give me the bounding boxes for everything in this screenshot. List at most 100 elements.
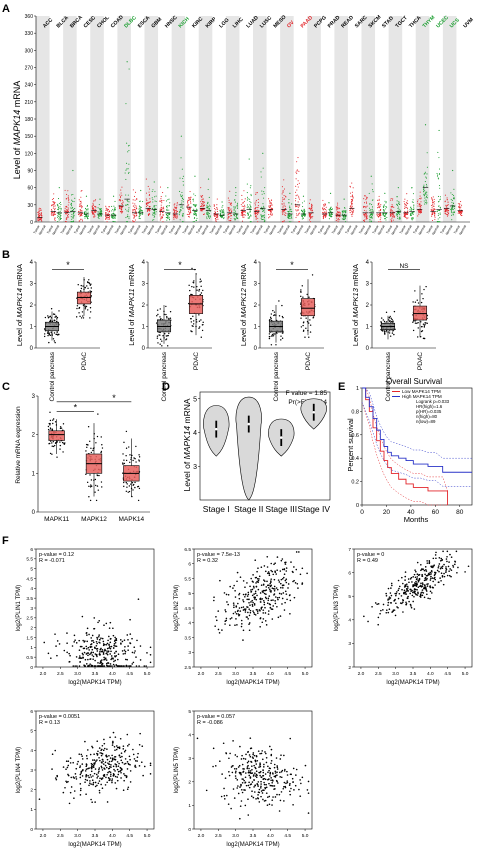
- tumor-point: [65, 221, 67, 223]
- tumor-point: [458, 211, 460, 213]
- scatter-point: [273, 593, 276, 595]
- normal-point: [399, 218, 401, 220]
- scatter-point: [387, 604, 389, 606]
- normal-point: [112, 195, 115, 197]
- scatter-point: [127, 638, 129, 641]
- panel-b-point: [281, 337, 284, 339]
- tumor-point: [390, 205, 392, 208]
- tumor-point: [362, 205, 365, 207]
- panel-f-ytick-label: 3.5: [184, 635, 191, 641]
- panel-a-xtick-label: Normal: [201, 224, 210, 235]
- tumor-point: [322, 204, 325, 206]
- ylabel-suffix: mRNA: [127, 264, 136, 288]
- scatter-point: [273, 563, 275, 566]
- tumor-point: [380, 221, 382, 223]
- scatter-point: [103, 775, 106, 777]
- tumor-point: [230, 218, 232, 220]
- normal-point: [58, 219, 60, 221]
- scatter-point: [100, 647, 102, 650]
- scatter-point: [250, 589, 252, 591]
- tumor-point: [189, 209, 191, 211]
- panel-c-point: [62, 451, 64, 453]
- tumor-point: [324, 204, 327, 206]
- normal-point: [192, 200, 194, 202]
- tumor-point: [121, 199, 123, 201]
- normal-point: [451, 201, 453, 203]
- tumor-point: [460, 201, 462, 203]
- tumor-point: [64, 209, 66, 211]
- normal-point: [58, 202, 60, 204]
- tumor-point: [420, 197, 422, 199]
- panel-c-point: [90, 451, 93, 454]
- panel-f-ytick-label: 5.5: [184, 576, 191, 582]
- normal-point: [263, 214, 266, 216]
- tumor-point: [391, 215, 393, 217]
- normal-point: [180, 195, 182, 197]
- tumor-point: [81, 213, 83, 215]
- scatter-point: [246, 595, 249, 597]
- normal-point: [85, 207, 87, 209]
- scatter-point: [73, 797, 75, 799]
- panel-a-xtick-label: Normal: [241, 224, 250, 235]
- scatter-point: [229, 618, 232, 620]
- normal-point: [60, 209, 62, 211]
- scatter-point: [447, 565, 450, 568]
- tumor-point: [351, 194, 353, 196]
- normal-point: [438, 184, 440, 187]
- panel-b-point: [79, 290, 82, 292]
- panel-b-point: [192, 320, 195, 322]
- tumor-point: [81, 218, 83, 220]
- scatter-point: [380, 609, 382, 612]
- normal-point: [396, 215, 399, 217]
- scatter-point: [289, 612, 291, 615]
- tumor-point: [244, 198, 246, 200]
- scatter-point: [102, 640, 105, 643]
- panel-c-point: [132, 484, 134, 486]
- normal-point: [223, 216, 225, 218]
- normal-point: [410, 213, 412, 215]
- normal-point: [167, 187, 169, 189]
- normal-point: [153, 206, 155, 208]
- tumor-point: [188, 216, 190, 218]
- tumor-point: [297, 186, 299, 188]
- panel-b-point: [43, 335, 46, 338]
- normal-point: [126, 142, 128, 144]
- panel-c-box: [48, 430, 65, 441]
- normal-point: [59, 210, 61, 212]
- scatter-point: [123, 639, 126, 641]
- scatter-point: [78, 665, 81, 667]
- tumor-point: [322, 207, 324, 209]
- normal-point: [341, 218, 343, 220]
- normal-point: [127, 168, 129, 170]
- normal-point: [301, 218, 303, 220]
- tumor-point: [255, 210, 257, 212]
- normal-point: [181, 194, 183, 196]
- scatter-point: [221, 629, 223, 631]
- tumor-point: [391, 216, 393, 218]
- tumor-point: [432, 208, 434, 210]
- tumor-point: [175, 207, 177, 210]
- panel-b-point: [302, 324, 304, 327]
- normal-point: [234, 201, 236, 203]
- normal-point: [84, 215, 86, 218]
- tumor-point: [418, 213, 420, 215]
- tumor-point: [119, 197, 122, 199]
- scatter-point: [113, 745, 116, 748]
- panel-b-point: [165, 313, 167, 316]
- tumor-point: [392, 219, 394, 221]
- scatter-point: [99, 638, 101, 641]
- scatter-point: [83, 651, 86, 654]
- scatter-point: [452, 566, 455, 568]
- scatter-point: [421, 573, 423, 576]
- panel-f-ytick-label: 4: [188, 621, 191, 627]
- tumor-point: [364, 214, 366, 217]
- tumor-point: [296, 169, 298, 171]
- tumor-point: [200, 205, 202, 207]
- tumor-point: [148, 201, 150, 203]
- panel-b-point: [47, 334, 49, 337]
- normal-point: [100, 208, 102, 210]
- panel-a-xtick-label: Tumor: [209, 224, 218, 235]
- scatter-point: [456, 571, 458, 574]
- scatter-point: [430, 573, 432, 575]
- tumor-point: [216, 214, 218, 216]
